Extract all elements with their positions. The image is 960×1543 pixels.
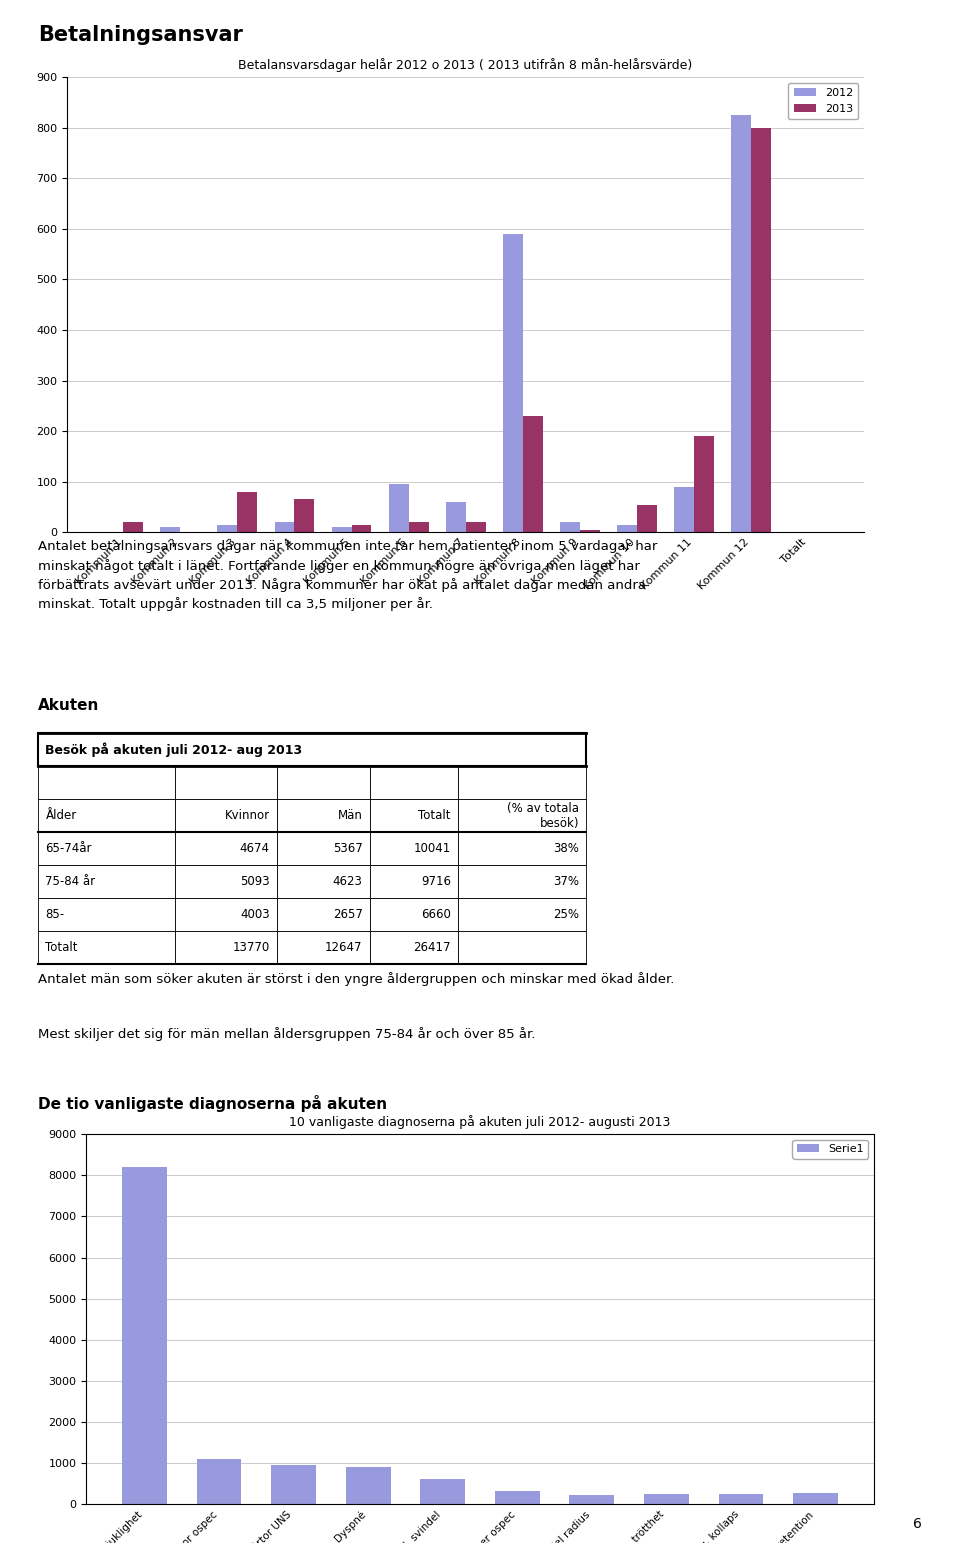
Text: Betalningsansvar: Betalningsansvar bbox=[38, 26, 243, 45]
Bar bbox=[370, 832, 458, 866]
Bar bbox=[276, 799, 370, 832]
Bar bbox=[176, 932, 276, 964]
Bar bbox=[560, 522, 580, 532]
Bar bbox=[389, 485, 409, 532]
Text: 4623: 4623 bbox=[333, 875, 363, 889]
Bar bbox=[276, 932, 370, 964]
Text: 37%: 37% bbox=[553, 875, 579, 889]
Bar bbox=[370, 765, 458, 799]
Bar bbox=[276, 866, 370, 898]
Bar bbox=[38, 733, 586, 765]
Text: 10041: 10041 bbox=[414, 842, 451, 855]
Bar bbox=[272, 1466, 316, 1504]
Bar bbox=[718, 1494, 763, 1504]
Bar bbox=[644, 1494, 688, 1504]
Text: Antalet betalningsansvars dagar när kommunen inte tar hem patienten inom 5 varda: Antalet betalningsansvars dagar när komm… bbox=[38, 540, 658, 611]
Bar bbox=[793, 1494, 838, 1504]
Bar bbox=[674, 486, 694, 532]
Bar bbox=[276, 832, 370, 866]
Bar bbox=[38, 799, 176, 832]
Text: Kvinnor: Kvinnor bbox=[225, 809, 270, 822]
Bar bbox=[466, 522, 486, 532]
Text: 26417: 26417 bbox=[414, 941, 451, 954]
Bar bbox=[694, 437, 713, 532]
Bar bbox=[218, 525, 237, 532]
Bar bbox=[370, 898, 458, 932]
Bar bbox=[458, 832, 586, 866]
Legend: 2012, 2013: 2012, 2013 bbox=[788, 83, 858, 119]
Bar bbox=[636, 505, 657, 532]
Bar bbox=[351, 525, 372, 532]
Text: 5093: 5093 bbox=[240, 875, 270, 889]
Bar bbox=[176, 799, 276, 832]
Text: Ålder: Ålder bbox=[45, 809, 77, 822]
Text: Besök på akuten juli 2012- aug 2013: Besök på akuten juli 2012- aug 2013 bbox=[45, 742, 302, 756]
Bar bbox=[569, 1495, 614, 1504]
Bar bbox=[503, 235, 522, 532]
Bar bbox=[445, 501, 466, 532]
Text: 12647: 12647 bbox=[325, 941, 363, 954]
Bar bbox=[370, 932, 458, 964]
Bar bbox=[409, 522, 428, 532]
Bar bbox=[176, 898, 276, 932]
Bar bbox=[370, 866, 458, 898]
Bar bbox=[38, 765, 176, 799]
Bar bbox=[176, 765, 276, 799]
Text: 4003: 4003 bbox=[240, 909, 270, 921]
Bar bbox=[38, 832, 176, 866]
Text: 6660: 6660 bbox=[421, 909, 451, 921]
Text: 4674: 4674 bbox=[240, 842, 270, 855]
Text: Totalt: Totalt bbox=[419, 809, 451, 822]
Bar bbox=[331, 528, 351, 532]
Bar bbox=[346, 1466, 391, 1504]
Text: De tio vanligaste diagnoserna på akuten: De tio vanligaste diagnoserna på akuten bbox=[38, 1094, 388, 1113]
Bar bbox=[495, 1491, 540, 1504]
Bar bbox=[38, 932, 176, 964]
Bar bbox=[197, 1460, 242, 1504]
Text: 75-84 år: 75-84 år bbox=[45, 875, 96, 889]
Bar bbox=[237, 492, 257, 532]
Bar bbox=[580, 529, 600, 532]
Bar bbox=[458, 898, 586, 932]
Bar bbox=[458, 866, 586, 898]
Text: 38%: 38% bbox=[553, 842, 579, 855]
Text: 85-: 85- bbox=[45, 909, 64, 921]
Bar bbox=[38, 866, 176, 898]
Bar bbox=[420, 1478, 465, 1504]
Bar bbox=[176, 866, 276, 898]
Bar bbox=[276, 898, 370, 932]
Text: Totalt: Totalt bbox=[45, 941, 78, 954]
Bar bbox=[122, 1167, 167, 1504]
Text: 13770: 13770 bbox=[232, 941, 270, 954]
Text: Mest skiljer det sig för män mellan åldersgruppen 75-84 år och över 85 år.: Mest skiljer det sig för män mellan ålde… bbox=[38, 1028, 536, 1042]
Text: 25%: 25% bbox=[553, 909, 579, 921]
Text: Män: Män bbox=[338, 809, 363, 822]
Text: 6: 6 bbox=[913, 1517, 922, 1531]
Text: Akuten: Akuten bbox=[38, 699, 100, 713]
Bar bbox=[731, 116, 751, 532]
Bar bbox=[458, 932, 586, 964]
Bar bbox=[458, 799, 586, 832]
Bar bbox=[522, 417, 542, 532]
Title: Betalansvarsdagar helår 2012 o 2013 ( 2013 utifrån 8 mån-helårsvärde): Betalansvarsdagar helår 2012 o 2013 ( 20… bbox=[238, 57, 693, 73]
Text: Antalet män som söker akuten är störst i den yngre åldergruppen och minskar med : Antalet män som söker akuten är störst i… bbox=[38, 972, 675, 986]
Bar bbox=[295, 500, 315, 532]
Bar bbox=[275, 522, 295, 532]
Bar bbox=[751, 128, 771, 532]
Bar bbox=[616, 525, 636, 532]
Text: 2657: 2657 bbox=[333, 909, 363, 921]
Legend: Serie1: Serie1 bbox=[792, 1140, 868, 1159]
Bar bbox=[38, 898, 176, 932]
Text: 5367: 5367 bbox=[333, 842, 363, 855]
Text: 65-74år: 65-74år bbox=[45, 842, 92, 855]
Bar bbox=[160, 528, 180, 532]
Bar bbox=[370, 799, 458, 832]
Text: 9716: 9716 bbox=[420, 875, 451, 889]
Title: 10 vanligaste diagnoserna på akuten juli 2012- augusti 2013: 10 vanligaste diagnoserna på akuten juli… bbox=[289, 1114, 671, 1129]
Bar bbox=[176, 832, 276, 866]
Bar bbox=[276, 765, 370, 799]
Text: (% av totala
besök): (% av totala besök) bbox=[507, 801, 579, 830]
Bar bbox=[458, 765, 586, 799]
Bar bbox=[124, 522, 143, 532]
